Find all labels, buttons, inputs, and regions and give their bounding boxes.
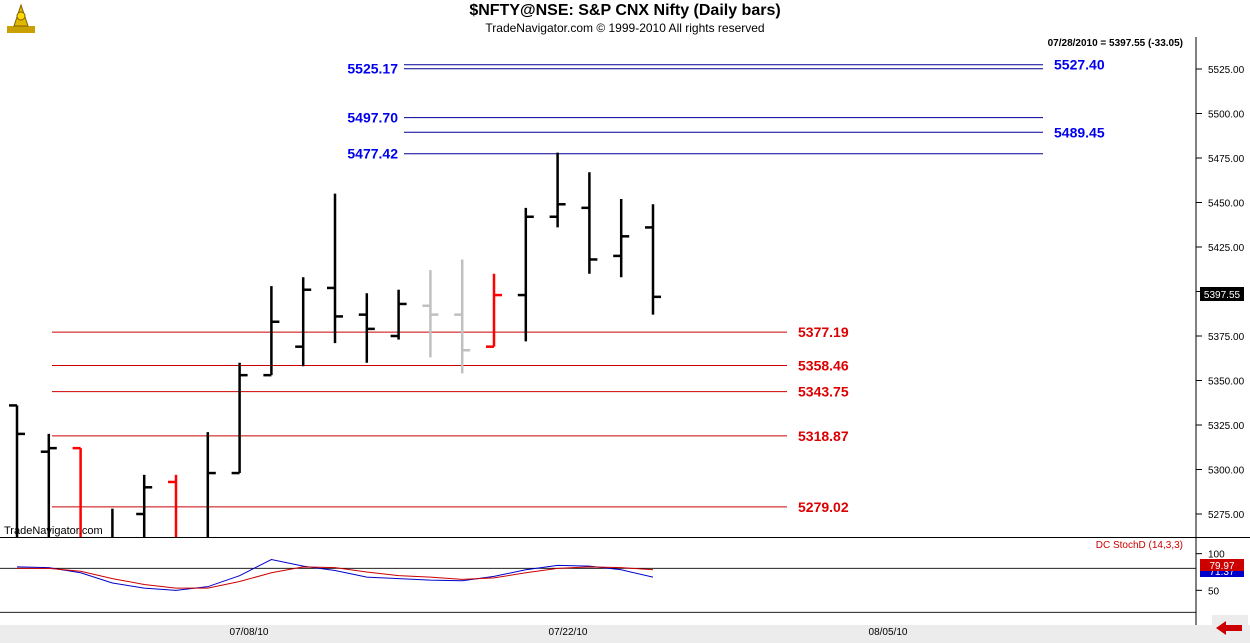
- price-bar: [454, 259, 471, 374]
- stoch-k-value: 71.37: [1209, 567, 1234, 578]
- resistance-label: 5477.42: [347, 146, 398, 162]
- scroll-left-button[interactable]: [1212, 615, 1248, 641]
- price-bar: [40, 433, 57, 537]
- resistance-label: 5525.17: [347, 61, 398, 77]
- osc-tick-label: 50: [1208, 586, 1220, 597]
- osc-tick-label: 100: [1208, 550, 1225, 561]
- resistance-label: 5489.45: [1054, 124, 1105, 140]
- ytick-label: 5500.00: [1208, 110, 1245, 121]
- support-label: 5318.87: [798, 428, 849, 444]
- ytick-label: 5375.00: [1208, 332, 1245, 343]
- resistance-label: 5527.40: [1054, 57, 1105, 73]
- logo-icon: [7, 3, 35, 33]
- date-label: 07/08/10: [229, 627, 269, 638]
- date-axis: 07/08/10 07/22/10 08/05/10: [0, 625, 1250, 643]
- watermark: TradeNavigator.com: [4, 525, 103, 537]
- price-bar: [581, 172, 598, 274]
- price-bar: [613, 198, 630, 278]
- chart-subtitle: TradeNavigator.com © 1999-2010 All right…: [485, 21, 765, 35]
- oscillator-name: DC StochD (14,3,3): [1096, 540, 1183, 551]
- resistance-label: 5497.70: [347, 110, 398, 126]
- price-chart[interactable]: 5525.005500.005475.005450.005425.005400.…: [0, 37, 1250, 537]
- price-bars: [9, 152, 661, 537]
- price-bar: [549, 152, 566, 228]
- price-bar: [295, 277, 312, 367]
- support-label: 5358.46: [798, 357, 849, 373]
- support-label: 5377.19: [798, 324, 849, 340]
- price-bar: [72, 446, 82, 537]
- price-bar: [136, 474, 153, 537]
- ytick-label: 5325.00: [1208, 421, 1245, 432]
- chart-title: $NFTY@NSE: S&P CNX Nifty (Daily bars): [469, 2, 781, 19]
- stoch-d-badge: [1200, 559, 1244, 571]
- arrow-left-icon: [1216, 621, 1242, 635]
- price-bar: [168, 474, 178, 537]
- price-bar: [517, 207, 534, 342]
- ytick-label: 5525.00: [1208, 65, 1245, 76]
- chart-header: $NFTY@NSE: S&P CNX Nifty (Daily bars) Tr…: [0, 0, 1250, 37]
- ytick-label: 5450.00: [1208, 199, 1245, 210]
- price-bar: [645, 204, 661, 315]
- ytick-label: 5300.00: [1208, 466, 1245, 477]
- oscillator-axis: 100 50: [1196, 550, 1225, 597]
- ytick-label: 5275.00: [1208, 510, 1245, 521]
- price-bar: [327, 193, 343, 344]
- level-lines: 5527.40 5525.17 5497.70 5489.45 5477.42 5377.…: [52, 57, 1105, 515]
- date-label: 08/05/10: [868, 627, 908, 638]
- support-label: 5343.75: [798, 384, 849, 400]
- price-bar: [390, 289, 407, 340]
- price-axis: 5525.005500.005475.005450.005425.005400.…: [1196, 65, 1245, 521]
- price-bar: [358, 293, 375, 363]
- info-label: 07/28/2010 = 5397.55 (-33.05): [1048, 38, 1183, 49]
- price-bar: [206, 432, 216, 537]
- price-bar: [422, 270, 439, 358]
- ytick-label: 5350.00: [1208, 377, 1245, 388]
- price-bar: [231, 362, 248, 475]
- last-price-badge: [1200, 287, 1244, 301]
- oscillator-reference-lines: [0, 567, 1196, 613]
- stochastic-panel[interactable]: 100 50 DC StochD (14,3,3) 71.37 79.97: [0, 537, 1250, 625]
- price-bar: [263, 286, 280, 377]
- date-label: 07/22/10: [548, 627, 588, 638]
- price-bar: [486, 273, 502, 348]
- last-price-label: 5397.55: [1204, 290, 1241, 301]
- ytick-label: 5425.00: [1208, 243, 1245, 254]
- price-bar: [9, 404, 25, 537]
- support-label: 5279.02: [798, 499, 849, 515]
- stoch-d-value: 79.97: [1209, 561, 1234, 572]
- stoch-d-line: [17, 566, 654, 589]
- ytick-label: 5475.00: [1208, 154, 1245, 165]
- stoch-k-line: [16, 559, 654, 591]
